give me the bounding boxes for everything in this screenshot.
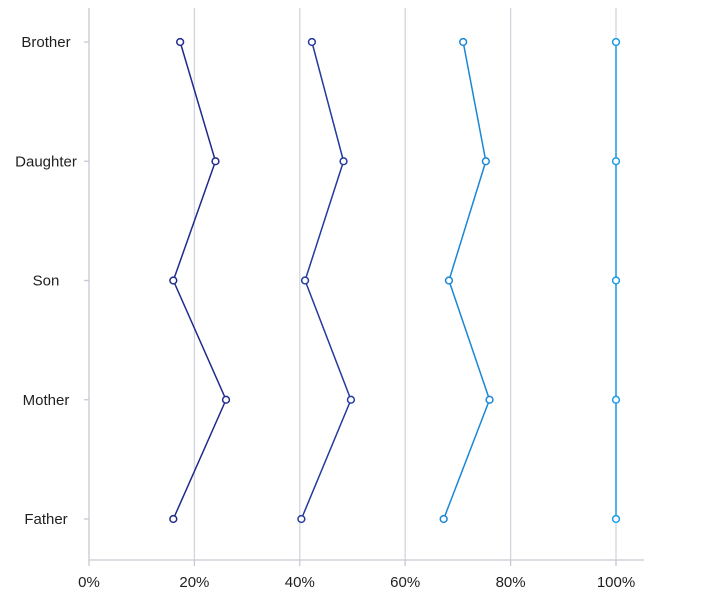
series-4-point-father — [611, 514, 621, 524]
series-3-point-son — [444, 276, 454, 285]
label-layer: Brother Daughter Son Mother Father 0% 20% 40% 60… — [15, 34, 635, 591]
series-4-point-mother — [611, 395, 621, 404]
series-1-point-daughter — [211, 157, 220, 166]
series-4-point-brother — [611, 37, 621, 47]
series-3-point-mother — [485, 395, 494, 404]
series-2-point-brother — [307, 37, 317, 47]
series-2-point-son — [300, 276, 310, 285]
series-1-point-brother — [176, 37, 185, 47]
y-tick-label-mother: Mother — [23, 392, 70, 409]
series-1-point-father — [169, 514, 178, 524]
y-tick-label-father: Father — [24, 511, 67, 528]
y-tick-label-son: Son — [33, 273, 60, 290]
x-tick-label-3: 60% — [390, 574, 420, 591]
x-tick-label-1: 20% — [179, 574, 209, 591]
series-3-point-father — [439, 514, 448, 524]
y-tick-label-daughter: Daughter — [15, 153, 77, 170]
x-tick-label-0: 0% — [78, 574, 100, 591]
series-1-point-mother — [221, 395, 231, 404]
x-tick-label-4: 80% — [496, 574, 526, 591]
series-3-point-brother — [459, 37, 468, 47]
series-2-point-mother — [346, 395, 356, 404]
series-layer — [169, 37, 621, 524]
x-tick-label-5: 100% — [597, 574, 635, 591]
grid-layer — [193, 8, 617, 560]
series-1-point-son — [169, 276, 178, 285]
series-3-point-daughter — [481, 157, 490, 166]
series-4-point-son — [611, 276, 621, 285]
series-2-point-father — [297, 514, 306, 524]
x-tick-label-2: 40% — [285, 574, 315, 591]
series-4-point-daughter — [611, 157, 621, 166]
series-line-1 — [172, 41, 227, 520]
y-tick-label-brother: Brother — [21, 34, 70, 51]
axis-layer — [84, 8, 644, 566]
series-2-point-daughter — [339, 157, 348, 166]
